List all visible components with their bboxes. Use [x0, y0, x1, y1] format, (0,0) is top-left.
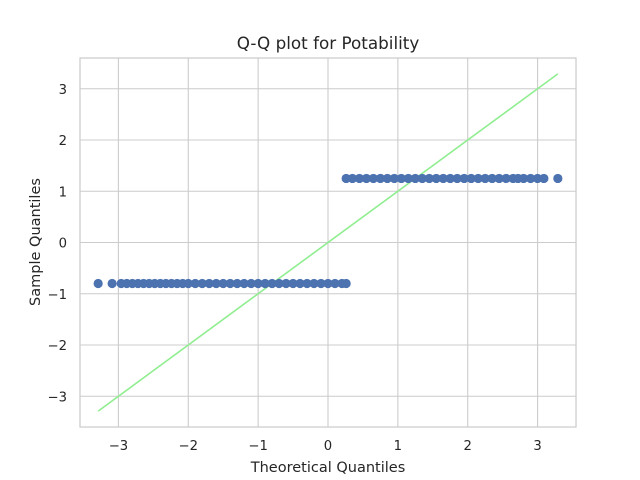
qq-point — [330, 278, 340, 289]
qq-point — [431, 173, 441, 184]
qq-point — [368, 173, 379, 184]
qq-point — [347, 173, 358, 184]
chart-title: Q-Q plot for Potability — [237, 33, 420, 53]
qq-point — [375, 173, 385, 184]
y-axis-label: Sample Quantiles — [28, 178, 44, 306]
qq-point — [232, 278, 242, 289]
y-tick-label: −2 — [48, 339, 67, 354]
qq-point — [288, 278, 298, 289]
gridlines — [80, 58, 576, 427]
qq-point — [466, 173, 476, 184]
x-tick-label: 0 — [324, 439, 332, 454]
qq-point — [487, 173, 497, 184]
qq-point — [396, 173, 406, 184]
y-tick-label: 0 — [59, 237, 67, 252]
qq-point — [403, 173, 413, 184]
qq-point — [539, 173, 549, 184]
x-tick-label: 1 — [394, 439, 402, 454]
qq-point — [417, 173, 427, 184]
qq-point — [480, 173, 490, 184]
qq-point — [302, 278, 312, 289]
qq-point — [494, 173, 504, 184]
qq-point — [93, 278, 103, 289]
reference-line — [97, 73, 559, 412]
y-tick-label: 3 — [59, 83, 67, 98]
qq-point — [218, 278, 228, 289]
qq-point — [354, 173, 365, 184]
y-tick-label: −1 — [48, 288, 67, 303]
qq-point — [309, 278, 319, 289]
qq-point — [190, 278, 200, 289]
x-tick-labels: −3 −2 −1 0 1 2 3 — [109, 439, 542, 454]
qq-point — [183, 278, 193, 289]
qq-point — [553, 173, 563, 184]
y-tick-labels: −3 −2 −1 0 1 2 3 — [48, 83, 67, 406]
qq-point — [253, 278, 263, 289]
qq-point — [459, 173, 469, 184]
qq-point — [274, 278, 284, 289]
y-tick-label: −3 — [48, 390, 67, 405]
qq-point — [501, 173, 511, 184]
qq-point — [260, 278, 270, 289]
qq-point — [295, 278, 305, 289]
qq-point — [410, 173, 420, 184]
x-tick-label: 2 — [464, 439, 472, 454]
x-axis-label: Theoretical Quantiles — [250, 460, 406, 476]
qq-point — [225, 278, 235, 289]
qq-point — [197, 278, 207, 289]
y-tick-label: 2 — [59, 134, 67, 149]
qq-point — [341, 278, 351, 289]
x-tick-label: 3 — [533, 439, 541, 454]
qq-point — [316, 278, 326, 289]
x-tick-label: −1 — [248, 439, 267, 454]
qq-point — [323, 278, 333, 289]
qq-point — [452, 173, 462, 184]
qq-point — [445, 173, 455, 184]
data-points — [93, 173, 563, 289]
qq-point — [239, 278, 249, 289]
x-tick-label: −3 — [109, 439, 128, 454]
qq-point — [389, 173, 399, 184]
qq-point — [211, 278, 221, 289]
qq-point — [281, 278, 291, 289]
y-tick-label: 1 — [59, 185, 67, 200]
qq-point — [532, 173, 543, 184]
qq-point — [246, 278, 256, 289]
qq-point — [341, 173, 351, 184]
x-tick-label: −2 — [179, 439, 198, 454]
qq-point — [438, 173, 448, 184]
qq-point — [204, 278, 214, 289]
qq-point — [107, 278, 117, 289]
qq-point — [525, 173, 536, 184]
qq-point — [424, 173, 434, 184]
qq-point — [382, 173, 392, 184]
qq-point — [473, 173, 483, 184]
qq-point — [267, 278, 277, 289]
qq-point — [361, 173, 372, 184]
qq-point — [519, 173, 529, 184]
